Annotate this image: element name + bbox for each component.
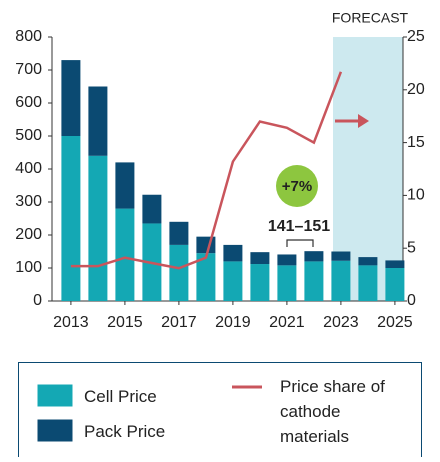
legend-box (18, 362, 422, 462)
y-tick-label: 200 (15, 226, 42, 243)
forecast-label: FORECAST (332, 10, 409, 26)
arrow-head (358, 114, 369, 128)
bar (61, 136, 81, 301)
legend-swatch (37, 384, 73, 407)
line (70, 71, 343, 270)
x-tick-label: 2019 (215, 314, 251, 331)
badge (276, 165, 318, 207)
legend-swatch (37, 419, 73, 442)
bar (61, 60, 81, 136)
bar (223, 244, 243, 262)
x-tick-label: 2015 (107, 314, 143, 331)
range-label: 141–151 (268, 218, 330, 235)
y2-tick-label: 15 (407, 134, 425, 151)
bar (250, 252, 270, 265)
y2-tick-label: 20 (407, 81, 425, 98)
bar (115, 162, 135, 209)
bar (277, 254, 297, 266)
y2-tick-label: 5 (407, 239, 416, 256)
bar (250, 264, 270, 301)
y-tick-label: 300 (15, 193, 42, 210)
y-tick-label: 700 (15, 61, 42, 78)
x-tick-label: 2017 (161, 314, 197, 331)
bar (196, 253, 216, 301)
bar (358, 257, 378, 266)
bar (169, 244, 189, 301)
x-tick-label: 2021 (269, 314, 305, 331)
bar (88, 155, 108, 301)
bar (385, 268, 405, 301)
y-tick-label: 100 (15, 259, 42, 276)
bracket (286, 239, 314, 247)
y-tick-label: 400 (15, 160, 42, 177)
bar (277, 265, 297, 301)
y-tick-label: 600 (15, 94, 42, 111)
y2-tick-label: 0 (407, 292, 416, 309)
y-tick-label: 800 (15, 28, 42, 45)
bar (196, 236, 216, 254)
bar (223, 261, 243, 301)
bar (304, 261, 324, 301)
legend-label: Cell Price (84, 387, 157, 406)
y2-tick-label: 25 (407, 28, 425, 45)
x-tick-label: 2025 (377, 314, 413, 331)
badge-label: +7% (282, 178, 312, 195)
bar (331, 251, 351, 261)
y-tick-label: 500 (15, 127, 42, 144)
bar (169, 221, 189, 245)
x-tick-label: 2023 (323, 314, 359, 331)
bar (358, 265, 378, 301)
bar (142, 194, 162, 224)
bar (331, 260, 351, 301)
y2-tick-label: 10 (407, 187, 425, 204)
legend-label: Price share of cathode materials (280, 377, 385, 446)
bar (88, 86, 108, 156)
bar (115, 208, 135, 301)
bar (385, 260, 405, 268)
x-tick-label: 2013 (53, 314, 89, 331)
bar (304, 251, 324, 262)
legend-label: Pack Price (84, 422, 166, 441)
y-tick-label: 0 (33, 292, 42, 309)
